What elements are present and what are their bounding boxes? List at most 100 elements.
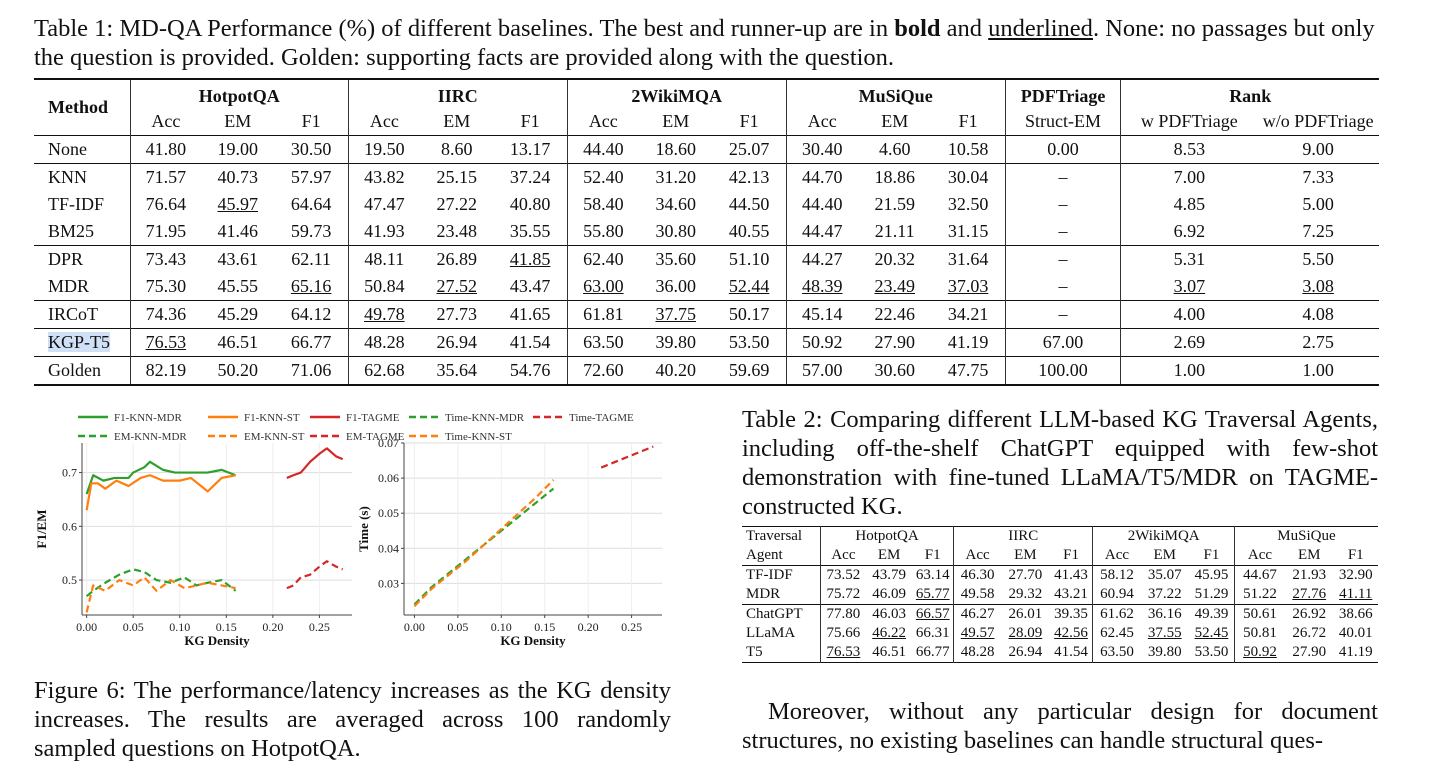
legend-label: Time-TAGME [569, 412, 634, 424]
value-cell: 43.82 [347, 163, 420, 191]
value-cell: – [1004, 218, 1121, 246]
subheader: F1 [1203, 547, 1220, 563]
y-tick-label: 0.5 [62, 573, 77, 587]
value-cell: 3.08 [1302, 276, 1334, 296]
value-cell: 44.70 [785, 163, 858, 191]
group-header: 2WikiMQA [1092, 526, 1235, 546]
value-cell: 19.50 [347, 135, 420, 164]
table-row: TF-IDF 73.52 43.79 63.14 46.30 27.70 41.43 58.1… [742, 565, 1378, 585]
chart-time: 0.00 0.05 0.10 0.15 0.20 0.25 0.03 0.04 0.05 0.06… [356, 436, 662, 648]
agent-cell: MDR [746, 586, 781, 602]
value-cell: 53.50 [1194, 644, 1229, 660]
value-cell: 48.11 [347, 245, 420, 273]
x-tick-label: 0.10 [169, 620, 190, 634]
group-header: Rank [1120, 79, 1379, 107]
legend-label: Time-KNN-MDR [445, 412, 525, 424]
method-cell: DPR [34, 246, 130, 274]
value-cell: 75.72 [819, 585, 866, 605]
value-cell: 13.17 [509, 139, 551, 159]
value-cell: 42.56 [1054, 625, 1088, 641]
figure6-legend: F1-KNN-MDR F1-KNN-ST F1-TAGME Time-KNN-MDR T… [78, 412, 634, 443]
value-cell: 65.77 [915, 586, 950, 602]
value-cell: 40.55 [728, 221, 770, 241]
table1: Method HotpotQA IIRC 2WikiMQA MuSiQue PD… [34, 78, 1379, 386]
value-cell: 55.80 [566, 218, 639, 246]
table-row: BM25 71.95 41.46 59.73 41.93 23.48 35.55 55.80 3… [34, 218, 1379, 246]
series-line-EM-KNN-MDR [85, 568, 237, 598]
value-cell: 34.21 [947, 304, 989, 324]
legend-entry: Time-TAGME [533, 412, 634, 424]
value-cell: 43.47 [509, 276, 551, 296]
value-cell: 66.57 [915, 606, 950, 622]
value-cell: 40.80 [509, 194, 551, 214]
series-line-F1-KNN-MDR [85, 460, 237, 495]
legend-label: F1-KNN-ST [244, 412, 300, 424]
legend-entry: Time-KNN-ST [409, 431, 512, 443]
value-cell: 4.85 [1120, 191, 1258, 218]
value-cell: 30.04 [947, 167, 989, 187]
group-header: MuSiQue [1233, 526, 1378, 546]
value-cell: 59.73 [290, 221, 332, 241]
subheader: EM [662, 110, 690, 131]
value-cell: 4.60 [878, 139, 911, 159]
x-tick-label: 0.15 [216, 620, 237, 634]
value-cell: 52.44 [728, 276, 770, 296]
value-cell: 46.30 [953, 565, 1002, 585]
value-cell: 54.76 [509, 360, 551, 380]
series-line-F1-KNN-ST [85, 474, 236, 511]
value-cell: 63.00 [566, 273, 639, 301]
value-cell: 50.81 [1233, 624, 1285, 643]
value-cell: 66.77 [915, 644, 950, 660]
value-cell: 29.32 [1008, 586, 1043, 602]
value-cell: 27.70 [1008, 567, 1043, 583]
agent-cell: LLaMA [746, 625, 796, 641]
value-cell: 5.50 [1302, 249, 1334, 269]
legend-label: EM-KNN-MDR [114, 431, 187, 443]
legend-entry: EM-TAGME [310, 431, 405, 443]
value-cell: – [1004, 163, 1121, 191]
value-cell: 48.39 [785, 273, 858, 301]
value-cell: 19.00 [217, 139, 259, 159]
value-cell: 41.80 [129, 135, 201, 164]
value-cell: 71.95 [129, 218, 201, 246]
value-cell: 66.31 [915, 625, 950, 641]
value-cell: 21.11 [874, 221, 915, 241]
value-cell: 27.76 [1292, 586, 1327, 602]
value-cell: 8.53 [1120, 135, 1258, 164]
value-cell: 49.39 [1194, 606, 1229, 622]
subheader: F1 [1347, 547, 1364, 563]
table-row: KGP-T5 76.53 46.51 66.77 48.28 26.94 41.54 63.5… [34, 328, 1379, 357]
agent-cell: T5 [746, 644, 763, 660]
value-cell: 50.92 [1233, 643, 1285, 663]
subheader: Acc [566, 107, 639, 136]
method-cell: TF-IDF [34, 191, 130, 218]
method-cell: None [34, 136, 130, 164]
value-cell: 46.51 [872, 644, 906, 660]
value-cell: 41.65 [509, 304, 551, 324]
value-cell: 50.20 [217, 360, 259, 380]
value-cell: 48.28 [953, 643, 1002, 663]
value-cell: 47.47 [347, 191, 420, 218]
method-label: KNN [48, 167, 87, 187]
method-label: BM25 [48, 221, 95, 241]
legend-entry: F1-KNN-MDR [78, 412, 183, 424]
value-cell: 41.43 [1054, 567, 1088, 583]
subheader: Acc [1092, 546, 1141, 566]
value-cell: 53.50 [728, 332, 770, 352]
x-tick-label: 0.20 [578, 620, 599, 634]
method-header: Method [48, 97, 108, 117]
value-cell: 45.55 [217, 276, 259, 296]
value-cell: 35.60 [655, 249, 696, 269]
value-cell: 7.00 [1120, 163, 1258, 191]
subheader: F1 [1063, 547, 1079, 563]
value-cell: 40.20 [655, 360, 696, 380]
value-cell: 26.72 [1292, 625, 1327, 641]
value-cell: 21.59 [874, 194, 915, 214]
group-header: PDFTriage [1004, 79, 1121, 107]
subheader: Acc [347, 107, 420, 136]
subheader: EM [443, 110, 471, 131]
figure6: F1-KNN-MDR F1-KNN-ST F1-TAGME Time-KNN-MDR T… [34, 412, 662, 648]
value-cell: 43.79 [872, 567, 906, 583]
value-cell: 63.14 [915, 567, 950, 583]
value-cell: 0.00 [1004, 135, 1121, 164]
